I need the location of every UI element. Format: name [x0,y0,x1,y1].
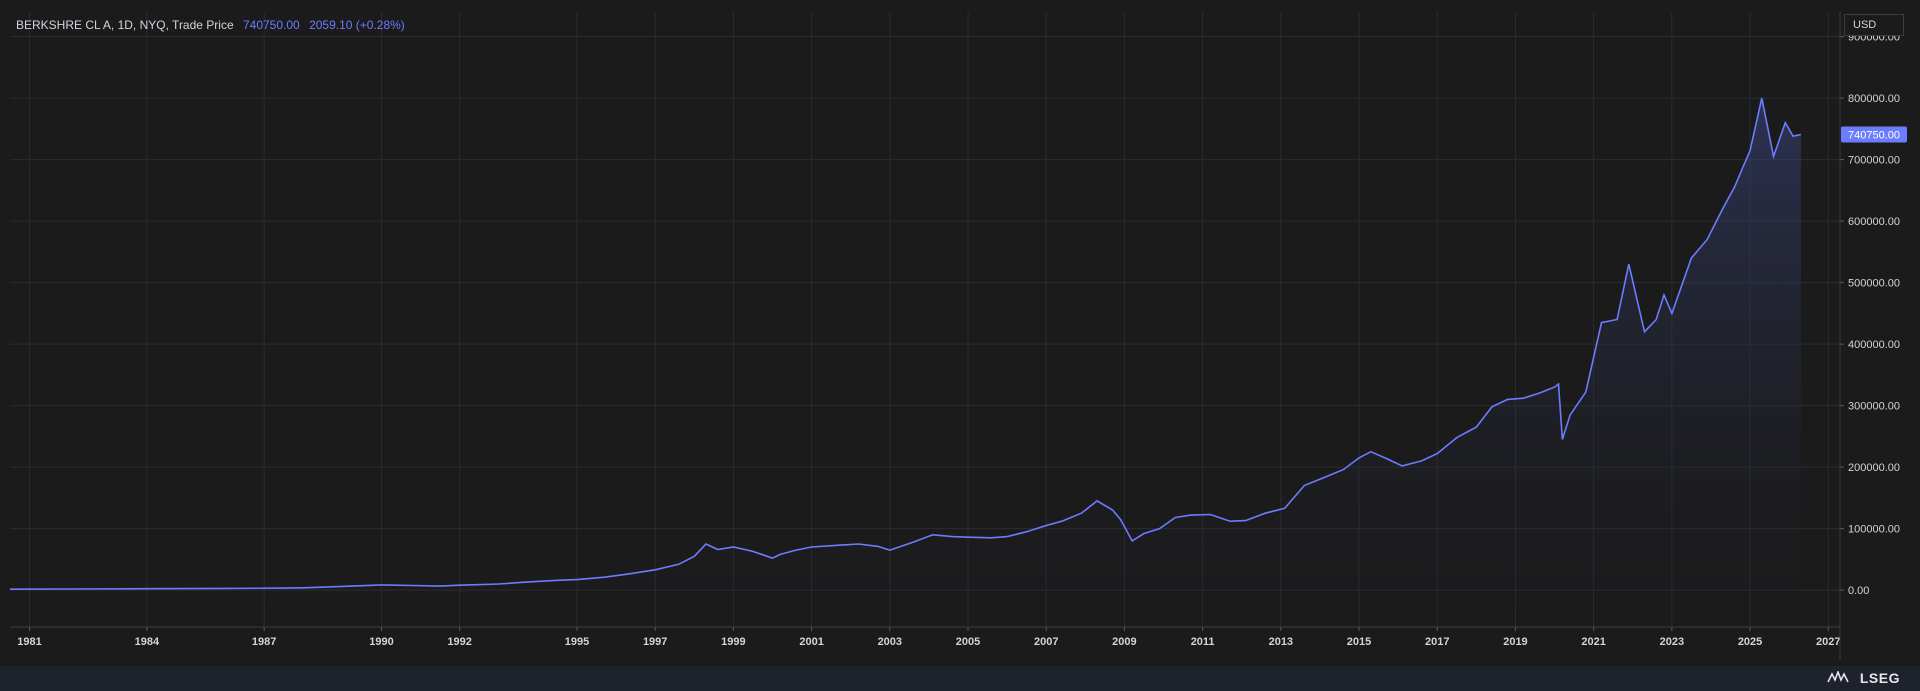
x-tick-label: 2003 [878,636,902,648]
chart-frame: 1981 1984 1987 1990 1992 1995 1997 1999 2001 2003… [0,0,1920,666]
x-tick-label: 1981 [17,636,41,648]
price-area [10,98,1801,628]
x-tick-label: 1992 [447,636,471,648]
last-price: 740750.00 [242,18,300,32]
x-tick-label: 1987 [252,636,276,648]
y-tick-label: 100000.00 [1848,524,1900,536]
current-price-tag: 740750.00 [1841,126,1907,143]
x-tick-label: 2019 [1503,636,1527,648]
price-chart[interactable]: 1981 1984 1987 1990 1992 1995 1997 1999 2001 2003… [0,0,1920,666]
brand-name: LSEG [1859,670,1900,686]
x-tick-label: 2021 [1581,636,1605,648]
current-price-tag-label: 740750.00 [1848,130,1900,142]
price-line [9,97,1802,590]
x-tick-label: 2027 [1816,636,1840,648]
x-tick-label: 2001 [799,636,823,648]
y-tick-label: 600000.00 [1848,216,1900,228]
brand-logo: LSEG [1827,669,1900,686]
x-tick-label: 2013 [1269,636,1293,648]
y-tick-label: 400000.00 [1848,339,1900,351]
x-tick-label: 2009 [1112,636,1136,648]
x-tick-label: 1999 [721,636,745,648]
chart-legend: BERKSHRE CL A, 1D, NYQ, Trade Price 7407… [16,18,405,32]
currency-label: USD [1853,19,1877,31]
price-change: 2059.10 (+0.28%) [309,18,405,32]
x-tick-label: 2023 [1660,636,1684,648]
footer-bar [0,666,1920,691]
x-tick-label: 2015 [1347,636,1371,648]
y-axis: 0.00 100000.00 200000.00 300000.00 400000.00… [1840,32,1900,597]
y-tick-label: 200000.00 [1848,462,1900,474]
instrument-label: BERKSHRE CL A, 1D, NYQ, Trade Price [16,18,234,32]
x-tick-label: 2017 [1425,636,1449,648]
y-tick-label: 500000.00 [1848,278,1900,290]
y-tick-label: 300000.00 [1848,401,1900,413]
x-tick-label: 2007 [1034,636,1058,648]
currency-selector[interactable]: USD [1844,14,1904,36]
y-tick-label: 800000.00 [1848,93,1900,105]
x-tick-label: 1995 [565,636,589,648]
x-tick-label: 2025 [1738,636,1762,648]
x-tick-label: 1997 [643,636,667,648]
lseg-logo-icon [1827,669,1850,686]
x-axis: 1981 1984 1987 1990 1992 1995 1997 1999 2001 2003… [17,627,1841,648]
x-tick-label: 1984 [135,636,160,648]
x-tick-label: 2005 [956,636,980,648]
y-tick-label: 0.00 [1848,585,1869,597]
x-tick-label: 1990 [369,636,393,648]
x-tick-label: 2011 [1191,636,1215,648]
y-tick-label: 700000.00 [1848,155,1900,167]
